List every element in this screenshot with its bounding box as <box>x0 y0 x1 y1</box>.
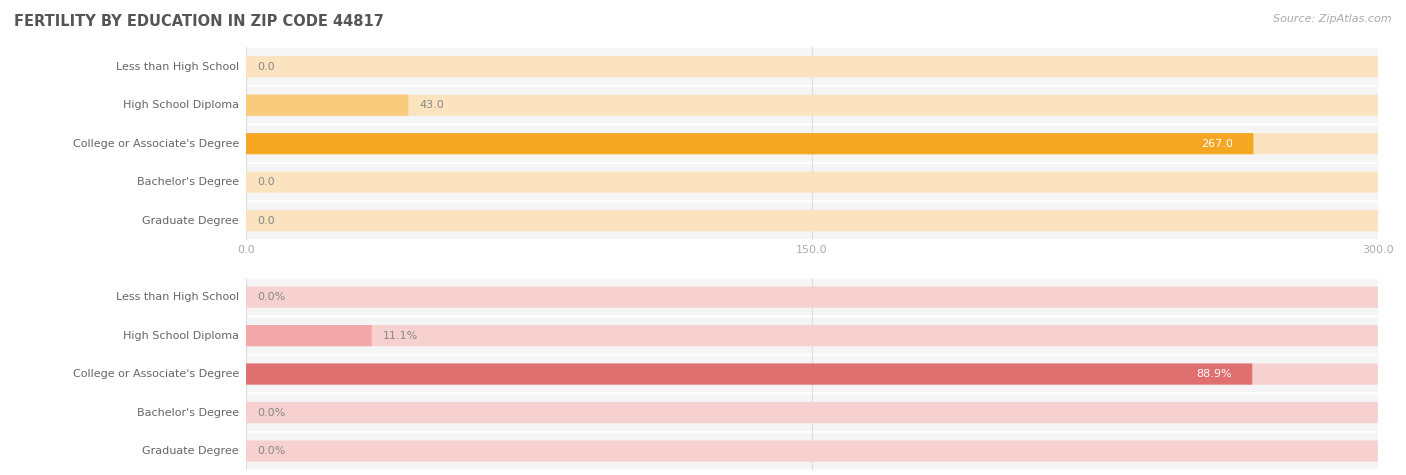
Text: 0.0%: 0.0% <box>257 408 285 418</box>
FancyBboxPatch shape <box>246 95 1378 116</box>
FancyBboxPatch shape <box>246 56 1378 77</box>
Text: Source: ZipAtlas.com: Source: ZipAtlas.com <box>1274 14 1392 24</box>
Text: Graduate Degree: Graduate Degree <box>142 216 239 226</box>
Text: Less than High School: Less than High School <box>115 292 239 302</box>
FancyBboxPatch shape <box>246 125 1378 162</box>
FancyBboxPatch shape <box>246 286 1378 308</box>
Text: Bachelor's Degree: Bachelor's Degree <box>136 177 239 187</box>
Text: 0.0: 0.0 <box>257 177 276 187</box>
Text: 267.0: 267.0 <box>1201 139 1233 149</box>
Text: Less than High School: Less than High School <box>115 62 239 72</box>
Text: 0.0: 0.0 <box>257 216 276 226</box>
Text: High School Diploma: High School Diploma <box>122 331 239 341</box>
Text: 43.0: 43.0 <box>419 100 444 110</box>
FancyBboxPatch shape <box>246 133 1378 154</box>
Text: 0.0%: 0.0% <box>257 292 285 302</box>
FancyBboxPatch shape <box>246 325 1378 346</box>
FancyBboxPatch shape <box>246 363 1253 385</box>
FancyBboxPatch shape <box>246 356 1378 392</box>
FancyBboxPatch shape <box>246 171 1378 193</box>
FancyBboxPatch shape <box>246 433 1378 469</box>
FancyBboxPatch shape <box>246 202 1378 239</box>
Text: 11.1%: 11.1% <box>382 331 418 341</box>
Text: High School Diploma: High School Diploma <box>122 100 239 110</box>
Text: College or Associate's Degree: College or Associate's Degree <box>73 369 239 379</box>
FancyBboxPatch shape <box>246 279 1378 315</box>
FancyBboxPatch shape <box>246 210 1378 231</box>
Text: Bachelor's Degree: Bachelor's Degree <box>136 408 239 418</box>
FancyBboxPatch shape <box>246 402 1378 423</box>
FancyBboxPatch shape <box>246 164 1378 200</box>
FancyBboxPatch shape <box>246 394 1378 431</box>
FancyBboxPatch shape <box>246 48 1378 85</box>
Text: 0.0%: 0.0% <box>257 446 285 456</box>
FancyBboxPatch shape <box>246 95 408 116</box>
Text: 88.9%: 88.9% <box>1197 369 1232 379</box>
FancyBboxPatch shape <box>246 440 1378 462</box>
Text: Graduate Degree: Graduate Degree <box>142 446 239 456</box>
Text: FERTILITY BY EDUCATION IN ZIP CODE 44817: FERTILITY BY EDUCATION IN ZIP CODE 44817 <box>14 14 384 29</box>
Text: 0.0: 0.0 <box>257 62 276 72</box>
FancyBboxPatch shape <box>246 325 371 346</box>
Text: College or Associate's Degree: College or Associate's Degree <box>73 139 239 149</box>
FancyBboxPatch shape <box>246 363 1378 385</box>
FancyBboxPatch shape <box>246 317 1378 354</box>
FancyBboxPatch shape <box>246 133 1253 154</box>
FancyBboxPatch shape <box>246 87 1378 124</box>
